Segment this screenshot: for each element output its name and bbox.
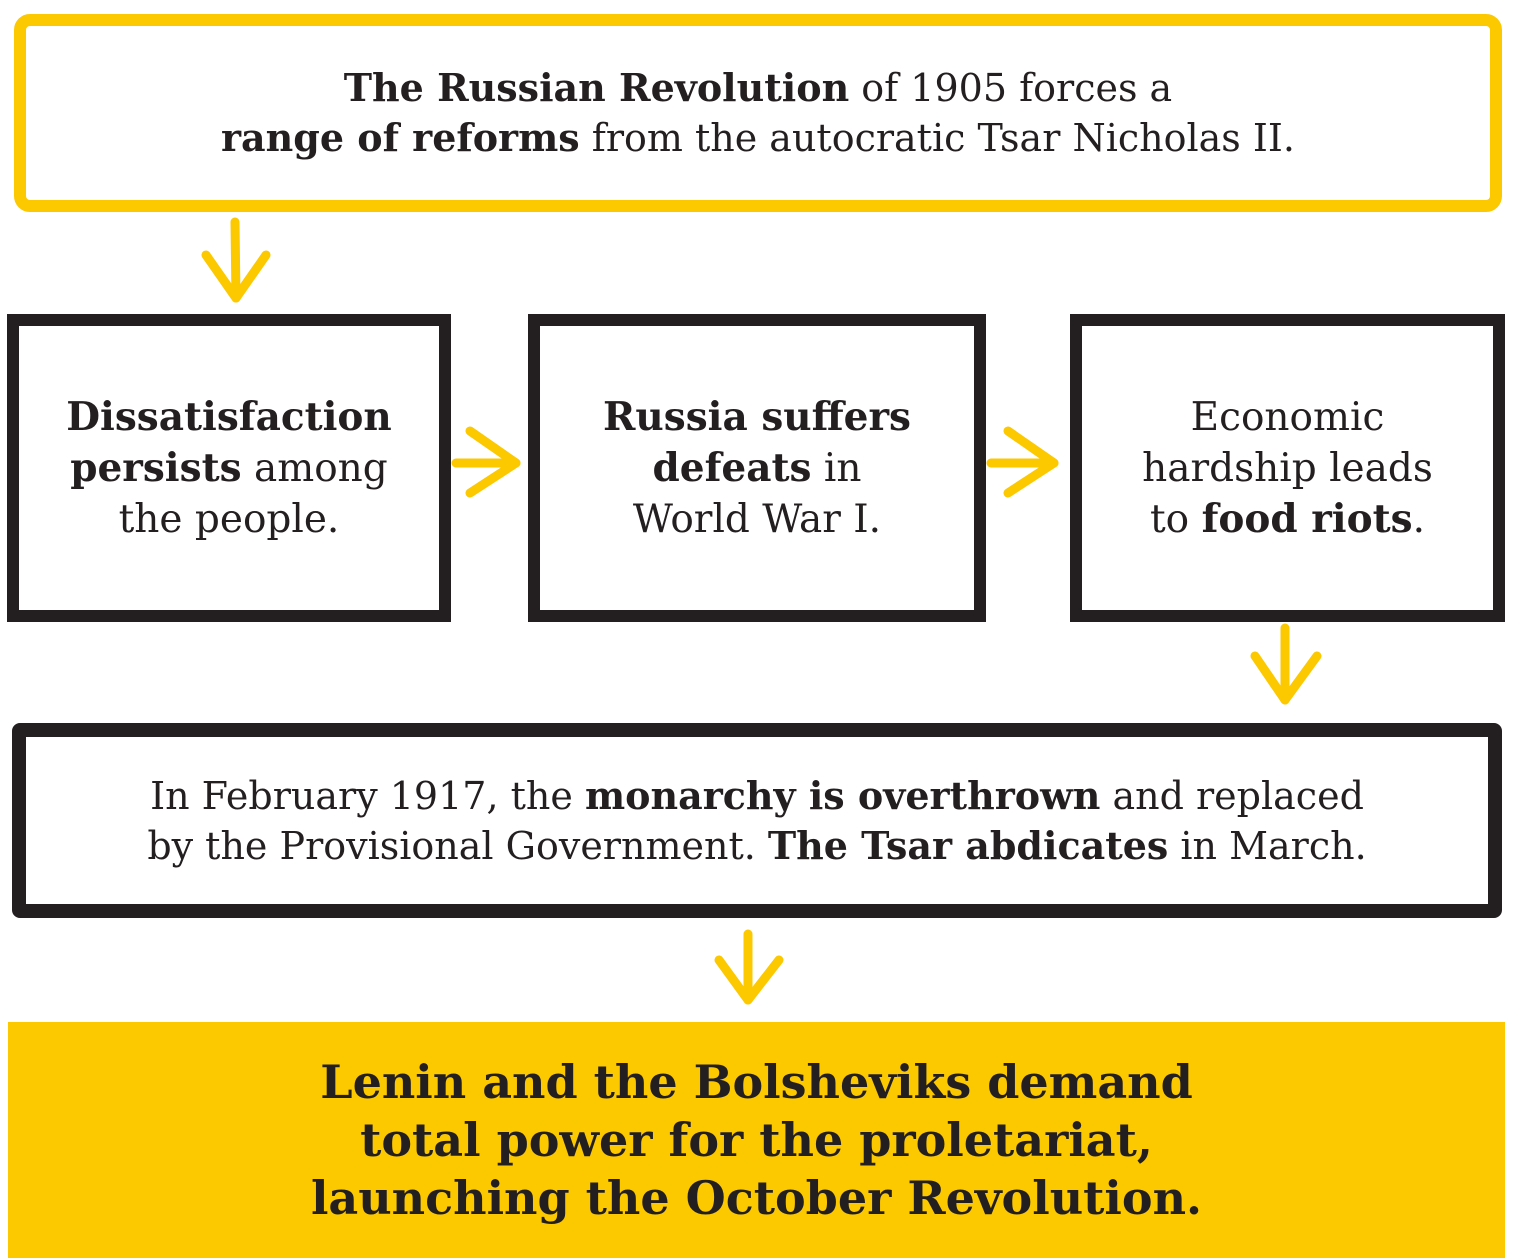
text-bold-defeats: defeats — [652, 444, 812, 491]
arrow-box1-to-box2 — [451, 426, 521, 498]
text-bold-persists: persists — [70, 444, 242, 491]
text-bold-russia-suffers: Russia suffers — [603, 393, 911, 440]
final-line-2: total power for the proletariat, — [360, 1113, 1153, 1167]
text-bold-tsar-abdicates: The Tsar abdicates — [767, 822, 1169, 868]
text-span: of 1905 forces a — [849, 66, 1173, 110]
text-span: in March. — [1168, 823, 1367, 868]
text-bold-dissatisfaction: Dissatisfaction — [66, 393, 392, 440]
node-1905-revolution: The Russian Revolution of 1905 forces a … — [14, 14, 1502, 212]
text-bold-monarchy-overthrown: monarchy is overthrown — [584, 772, 1101, 818]
arrow-top-to-box1 — [201, 217, 271, 303]
node-october-revolution: Lenin and the Bolsheviks demand total po… — [8, 1022, 1505, 1258]
text-span: In February 1917, the — [150, 773, 585, 818]
arrow-wide-to-final — [714, 929, 784, 1005]
text-bold-range-of-reforms: range of reforms — [221, 115, 580, 160]
final-line-3: launching the October Revolution. — [310, 1171, 1203, 1225]
arrow-box2-to-box3 — [986, 426, 1059, 498]
node-ww1-defeats: Russia suffers defeats in World War I. — [528, 314, 986, 622]
node-food-riots-text: Economic hardship leads to food riots. — [1142, 392, 1433, 545]
node-dissatisfaction-text: Dissatisfaction persists among the peopl… — [66, 392, 392, 545]
node-february-1917-text: In February 1917, the monarchy is overth… — [147, 771, 1366, 871]
arrow-box3-to-wide — [1250, 623, 1322, 705]
text-span: Economic — [1190, 394, 1385, 440]
node-october-revolution-text: Lenin and the Bolsheviks demand total po… — [311, 1053, 1202, 1227]
final-line-1: Lenin and the Bolsheviks demand — [320, 1055, 1193, 1109]
text-span: in — [811, 445, 862, 491]
text-span: the people. — [118, 496, 340, 542]
text-span: hardship leads — [1142, 445, 1433, 491]
text-span: by the Provisional Government. — [147, 823, 768, 868]
node-dissatisfaction: Dissatisfaction persists among the peopl… — [7, 314, 451, 622]
text-bold-food-riots: food riots — [1201, 495, 1413, 542]
text-span: . — [1412, 496, 1425, 542]
text-bold-russian-revolution: The Russian Revolution — [343, 65, 850, 110]
text-span: to — [1150, 496, 1202, 542]
text-span: World War I. — [632, 496, 882, 542]
node-february-1917: In February 1917, the monarchy is overth… — [12, 723, 1502, 918]
text-span: among — [241, 445, 388, 491]
text-span: from the autocratic Tsar Nicholas II. — [579, 116, 1295, 160]
text-span: and replaced — [1100, 773, 1364, 818]
node-1905-revolution-text: The Russian Revolution of 1905 forces a … — [221, 63, 1295, 163]
node-food-riots: Economic hardship leads to food riots. — [1070, 314, 1505, 622]
node-ww1-defeats-text: Russia suffers defeats in World War I. — [603, 392, 911, 545]
